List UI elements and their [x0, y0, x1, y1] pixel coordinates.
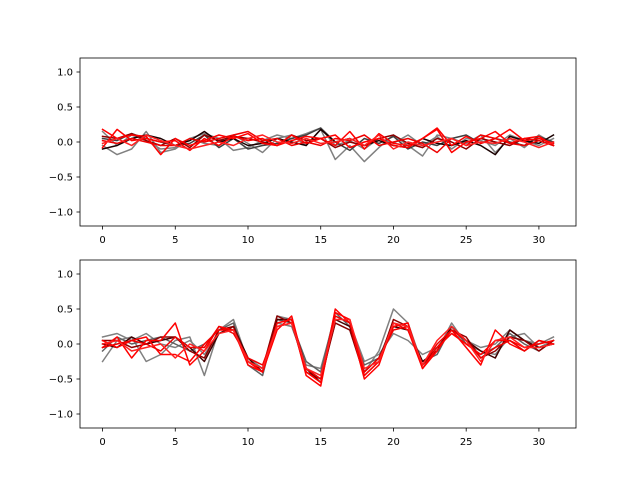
x-tick-label: 15 [314, 437, 327, 448]
x-tick-label: 5 [172, 235, 178, 246]
y-tick-label: 0.0 [57, 138, 73, 149]
x-tick-label: 20 [387, 235, 400, 246]
x-tick-label: 25 [460, 437, 473, 448]
series-line-8 [101, 134, 555, 150]
x-tick-label: 0 [99, 235, 105, 246]
y-tick-label: 0.5 [57, 305, 73, 316]
bottom-subplot: 0 5 10 15 20 25 30 −1.0 −0.5 0.0 0.5 1.0 [49, 259, 577, 448]
x-tick-label: 0 [99, 437, 105, 448]
x-tick-label: 15 [314, 235, 327, 246]
y-tick-label: −0.5 [49, 375, 73, 386]
x-tick-label: 20 [387, 437, 400, 448]
y-tick-label: −1.0 [49, 410, 73, 421]
x-tick-label: 30 [533, 437, 546, 448]
y-tick-label: −1.0 [49, 208, 73, 219]
series-group [101, 308, 555, 387]
top-subplot: 0 5 10 15 20 25 30 −1.0 −0.5 0.0 0.5 1.0 [49, 57, 577, 246]
x-tick-label: 30 [533, 235, 546, 246]
y-tick-label: 0.0 [57, 340, 73, 351]
series-line-6 [101, 128, 555, 154]
y-tick-label: 1.0 [57, 68, 73, 79]
series-line-8 [101, 318, 555, 377]
series-group [101, 127, 555, 163]
x-tick-label: 10 [242, 235, 255, 246]
x-tick-label: 10 [242, 437, 255, 448]
x-tick-label: 5 [172, 437, 178, 448]
y-tick-label: 0.5 [57, 103, 73, 114]
y-tick-label: −0.5 [49, 173, 73, 184]
x-tick-label: 25 [460, 235, 473, 246]
y-tick-label: 1.0 [57, 270, 73, 281]
